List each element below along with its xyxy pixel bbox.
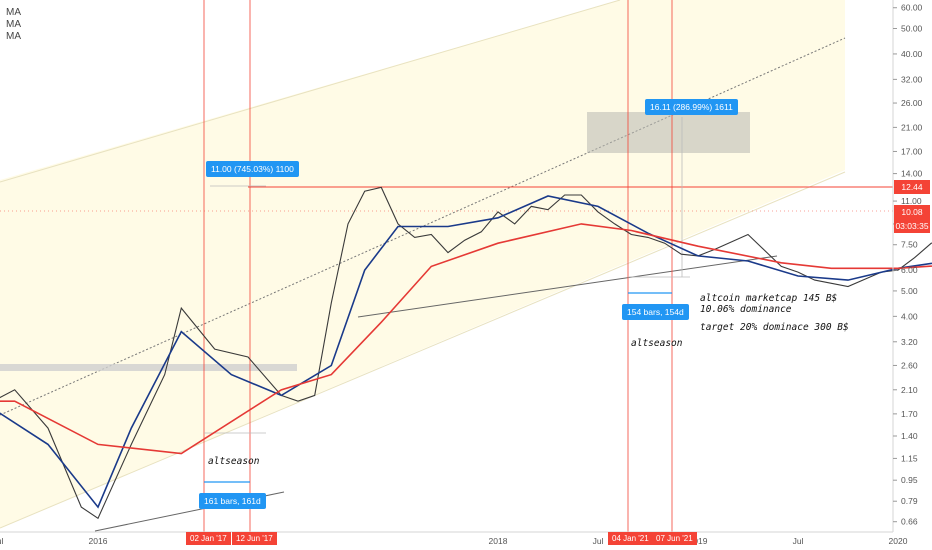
countdown-tag: 03:03:35: [894, 219, 930, 233]
y-tick-label-22: 0.79: [901, 496, 918, 506]
x-tick-label-5: Jul: [593, 536, 604, 546]
annotation-altseason-2021: altseason: [631, 338, 683, 349]
y-tick-label-1: 60.00: [901, 3, 923, 13]
y-tick-label-23: 0.66: [901, 517, 918, 527]
annotation-dominance: 10.06% dominance: [700, 304, 792, 315]
y-tick-label-20: 1.15: [901, 453, 918, 463]
y-tick-label-15: 3.20: [901, 337, 918, 347]
y-tick-label-9: 11.00: [901, 196, 922, 206]
ma-indicator-label-2[interactable]: MA: [6, 19, 21, 30]
date-tag-jan-2021: 04 Jan '21: [608, 532, 653, 545]
price-tag-current: 10.08: [894, 205, 930, 219]
ma-indicator-label-3[interactable]: MA: [6, 31, 21, 42]
series-line-1: [0, 186, 932, 520]
y-tick-label-2: 50.00: [901, 24, 923, 34]
date-tag-jun-2017: 12 Jun '17: [232, 532, 277, 545]
ma-indicator-label-1[interactable]: MA: [6, 7, 21, 18]
y-tick-label-5: 26.00: [901, 98, 923, 108]
channel-lower-line: [0, 171, 846, 529]
annotation-marketcap: altcoin marketcap 145 B$: [700, 293, 838, 304]
y-tick-label-16: 2.60: [901, 360, 918, 370]
x-tick-label-8: 2020: [889, 536, 908, 546]
y-tick-label-8: 14.00: [901, 169, 923, 179]
y-tick-label-4: 32.00: [901, 74, 923, 84]
bars-badge-2021[interactable]: 154 bars, 154d: [622, 304, 689, 320]
y-tick-label-6: 21.00: [901, 122, 923, 132]
resistance-zone-left: [0, 364, 297, 371]
y-tick-label-12: 6.00: [901, 265, 918, 275]
annotation-target: target 20% dominace 300 B$: [700, 322, 849, 333]
date-tag-jan-2017: 02 Jan '17: [186, 532, 231, 545]
bars-badge-2017[interactable]: 161 bars, 161d: [199, 493, 266, 509]
support-trendline: [357, 255, 778, 318]
y-tick-label-19: 1.40: [901, 431, 918, 441]
measure-badge-target[interactable]: 16.11 (286.99%) 1611: [645, 99, 738, 115]
y-tick-label-13: 5.00: [901, 286, 918, 296]
measure-badge-2017[interactable]: 11.00 (745.03%) 1100: [206, 161, 299, 177]
target-zone-box: [587, 112, 750, 153]
x-tick-label-4: 2018: [489, 536, 508, 546]
annotation-altseason-2017: altseason: [208, 456, 260, 467]
y-tick-label-11: 7.50: [901, 240, 918, 250]
channel-upper-line: [0, 0, 621, 183]
price-tag-12-44: 12.44: [894, 180, 930, 194]
y-tick-label-21: 0.95: [901, 475, 918, 485]
date-tag-jun-2021: 07 Jun '21: [652, 532, 697, 545]
series-line-3: [0, 223, 932, 455]
x-tick-label-7: Jul: [793, 536, 804, 546]
y-tick-label-18: 1.70: [901, 409, 918, 419]
x-tick-label-1: Jul: [0, 536, 4, 546]
series-line-2: [0, 195, 932, 509]
y-tick-label-3: 40.00: [901, 49, 923, 59]
x-tick-label-2: 2016: [89, 536, 108, 546]
y-tick-label-14: 4.00: [901, 311, 918, 321]
y-tick-label-17: 2.10: [901, 385, 918, 395]
y-tick-label-7: 17.00: [901, 146, 923, 156]
x-tick-label-6: 2019: [689, 536, 708, 546]
